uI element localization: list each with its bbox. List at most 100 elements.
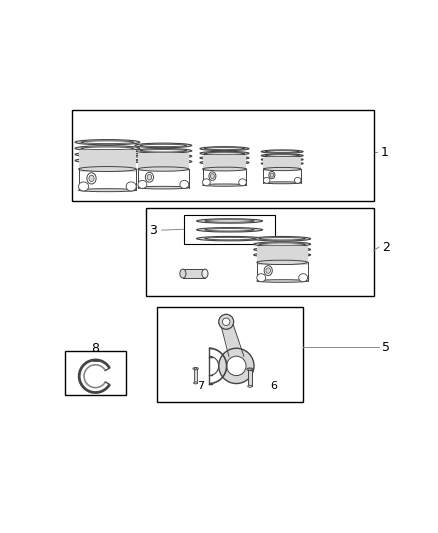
Ellipse shape (135, 159, 192, 164)
Ellipse shape (140, 160, 187, 163)
Ellipse shape (200, 160, 249, 165)
Ellipse shape (138, 180, 147, 188)
Ellipse shape (145, 172, 153, 182)
Bar (257, 246, 307, 264)
Ellipse shape (78, 166, 136, 172)
Text: 7: 7 (197, 381, 204, 391)
Ellipse shape (135, 154, 192, 158)
Text: 3: 3 (149, 224, 156, 237)
Ellipse shape (261, 158, 303, 161)
Bar (72, 110, 374, 201)
Ellipse shape (239, 179, 247, 185)
Ellipse shape (180, 269, 186, 278)
Ellipse shape (257, 274, 266, 282)
Ellipse shape (81, 147, 134, 150)
Ellipse shape (75, 140, 140, 145)
Text: 1: 1 (381, 146, 389, 158)
Ellipse shape (200, 151, 249, 155)
Ellipse shape (210, 174, 214, 179)
Bar (248, 369, 252, 386)
Ellipse shape (205, 157, 244, 159)
Bar (202, 155, 247, 171)
Bar (263, 157, 301, 171)
Ellipse shape (126, 182, 136, 191)
Ellipse shape (263, 167, 301, 171)
Ellipse shape (263, 177, 270, 183)
Ellipse shape (81, 159, 134, 162)
Ellipse shape (264, 265, 272, 276)
Ellipse shape (263, 182, 301, 184)
Ellipse shape (294, 177, 301, 183)
Ellipse shape (78, 189, 136, 192)
Bar (194, 369, 198, 383)
Ellipse shape (81, 141, 134, 143)
Text: 6: 6 (270, 381, 277, 391)
Text: 5: 5 (382, 341, 390, 354)
Ellipse shape (248, 385, 252, 387)
Bar (138, 152, 189, 171)
Ellipse shape (138, 187, 189, 189)
Ellipse shape (266, 268, 271, 273)
Ellipse shape (219, 314, 233, 329)
Ellipse shape (265, 155, 300, 156)
Ellipse shape (257, 260, 307, 264)
Ellipse shape (259, 248, 305, 251)
Ellipse shape (89, 175, 94, 182)
Ellipse shape (75, 158, 140, 163)
Ellipse shape (202, 167, 247, 171)
Ellipse shape (140, 150, 187, 152)
Ellipse shape (135, 143, 192, 148)
Ellipse shape (259, 243, 305, 245)
Ellipse shape (248, 369, 251, 370)
Ellipse shape (197, 219, 262, 223)
Ellipse shape (202, 184, 247, 186)
Bar (78, 150, 136, 172)
Bar (156, 306, 303, 401)
Ellipse shape (78, 182, 88, 191)
Ellipse shape (254, 237, 311, 241)
Ellipse shape (205, 237, 254, 240)
Ellipse shape (194, 368, 197, 369)
Ellipse shape (254, 247, 311, 252)
Ellipse shape (270, 173, 274, 177)
Ellipse shape (205, 148, 244, 150)
Ellipse shape (202, 269, 208, 278)
Text: 2: 2 (382, 240, 390, 254)
Ellipse shape (138, 167, 189, 171)
Ellipse shape (261, 150, 303, 154)
Ellipse shape (226, 356, 246, 376)
Ellipse shape (265, 159, 300, 160)
Bar (184, 215, 276, 244)
Ellipse shape (140, 144, 187, 147)
Ellipse shape (75, 146, 140, 151)
Ellipse shape (261, 162, 303, 165)
Text: 8: 8 (92, 342, 99, 354)
Ellipse shape (193, 367, 198, 370)
Ellipse shape (140, 155, 187, 157)
Ellipse shape (75, 152, 140, 157)
Ellipse shape (265, 163, 300, 164)
Ellipse shape (259, 254, 305, 256)
Ellipse shape (81, 153, 134, 156)
Ellipse shape (257, 280, 307, 282)
Ellipse shape (219, 348, 254, 384)
Ellipse shape (247, 368, 253, 370)
Ellipse shape (205, 220, 254, 222)
Ellipse shape (202, 179, 210, 185)
Ellipse shape (197, 228, 262, 232)
Ellipse shape (223, 318, 230, 326)
Ellipse shape (205, 229, 254, 231)
Ellipse shape (205, 161, 244, 164)
Ellipse shape (259, 238, 305, 240)
Ellipse shape (299, 274, 307, 282)
Ellipse shape (254, 242, 311, 246)
Ellipse shape (269, 172, 275, 179)
Bar (146, 208, 374, 296)
Ellipse shape (209, 172, 216, 180)
Bar (65, 351, 126, 395)
Ellipse shape (205, 152, 244, 154)
Ellipse shape (254, 253, 311, 257)
Ellipse shape (180, 180, 189, 188)
Ellipse shape (194, 382, 198, 384)
Ellipse shape (200, 156, 249, 160)
